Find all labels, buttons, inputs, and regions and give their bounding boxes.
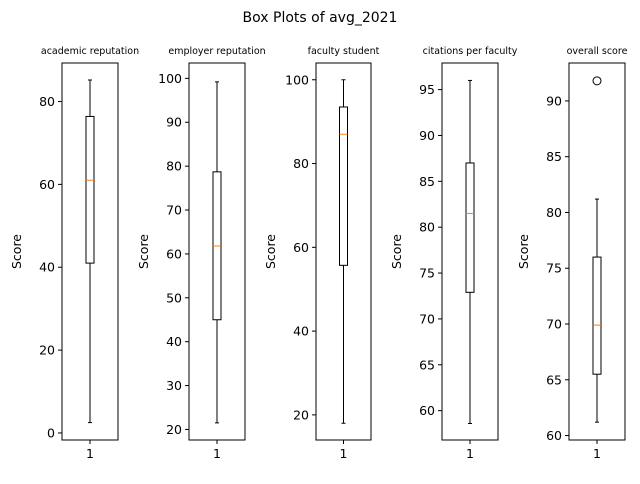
y-tick-label: 20	[39, 343, 55, 358]
y-tick-label: 20	[293, 407, 309, 422]
y-axis-label: Score	[136, 234, 151, 269]
subplot-title: faculty student	[308, 46, 380, 57]
outlier-point	[592, 76, 602, 86]
y-tick-label: 95	[419, 82, 435, 97]
y-tick-label: 100	[285, 72, 309, 87]
y-tick-label: 70	[419, 311, 435, 326]
subplot-title: academic reputation	[41, 46, 139, 57]
figure-title: Box Plots of avg_2021	[243, 10, 398, 26]
subplot-title: citations per faculty	[423, 46, 518, 57]
y-tick-label: 75	[546, 261, 562, 276]
y-tick-label: 60	[166, 246, 182, 261]
y-axis-label: Score	[516, 234, 531, 269]
y-tick-label: 80	[419, 220, 435, 235]
y-tick-label: 40	[166, 334, 182, 349]
x-tick-label: 1	[86, 446, 94, 461]
x-tick-label: 1	[213, 446, 221, 461]
y-tick-label: 60	[293, 240, 309, 255]
y-tick-label: 60	[419, 403, 435, 418]
y-tick-label: 40	[293, 324, 309, 339]
y-tick-label: 65	[546, 372, 562, 387]
subplot-4: citations per faculty 60 65 70 75 80 85 90 95 1 Sc…	[389, 46, 518, 461]
y-tick-label: 30	[166, 378, 182, 393]
y-tick-label: 70	[546, 317, 562, 332]
y-tick-label: 80	[293, 156, 309, 171]
y-tick-label: 90	[419, 128, 435, 143]
subplot-title: overall score	[567, 46, 628, 57]
y-tick-label: 90	[166, 115, 182, 130]
subplot-title: employer reputation	[168, 46, 265, 57]
iqr-box	[592, 256, 602, 375]
y-tick-label: 50	[166, 290, 182, 305]
y-tick-label: 60	[546, 428, 562, 443]
y-tick-label: 80	[166, 159, 182, 174]
y-axis-label: Score	[263, 234, 278, 269]
y-tick-label: 90	[546, 93, 562, 108]
y-axis-label: Score	[389, 234, 404, 269]
subplot-3: faculty student 20 40 60 80 100 1 Score	[263, 46, 380, 461]
x-tick-label: 1	[466, 446, 474, 461]
subplot-1: academic reputation 0 20 40 60 80 1 Score	[9, 46, 139, 461]
subplot-2: employer reputation 20 30 40 50 60 70 80 90 100 1 S…	[136, 46, 266, 461]
y-tick-label: 85	[419, 174, 435, 189]
y-tick-label: 65	[419, 357, 435, 372]
y-tick-label: 60	[39, 177, 55, 192]
y-tick-label: 70	[166, 203, 182, 218]
iqr-box	[85, 115, 95, 264]
iqr-box	[465, 162, 475, 293]
y-tick-label: 80	[546, 205, 562, 220]
y-axis-label: Score	[9, 234, 24, 269]
x-tick-label: 1	[340, 446, 348, 461]
y-tick-label: 0	[47, 425, 55, 440]
y-tick-label: 75	[419, 266, 435, 281]
x-tick-label: 1	[593, 446, 601, 461]
y-tick-label: 20	[166, 422, 182, 437]
y-tick-label: 40	[39, 260, 55, 275]
subplot-5: overall score 60 65 70 75 80 85 90 1 Score	[516, 46, 628, 461]
y-tick-label: 100	[158, 71, 182, 86]
iqr-box	[339, 106, 348, 266]
y-tick-label: 80	[39, 94, 55, 109]
y-tick-label: 85	[546, 149, 562, 164]
